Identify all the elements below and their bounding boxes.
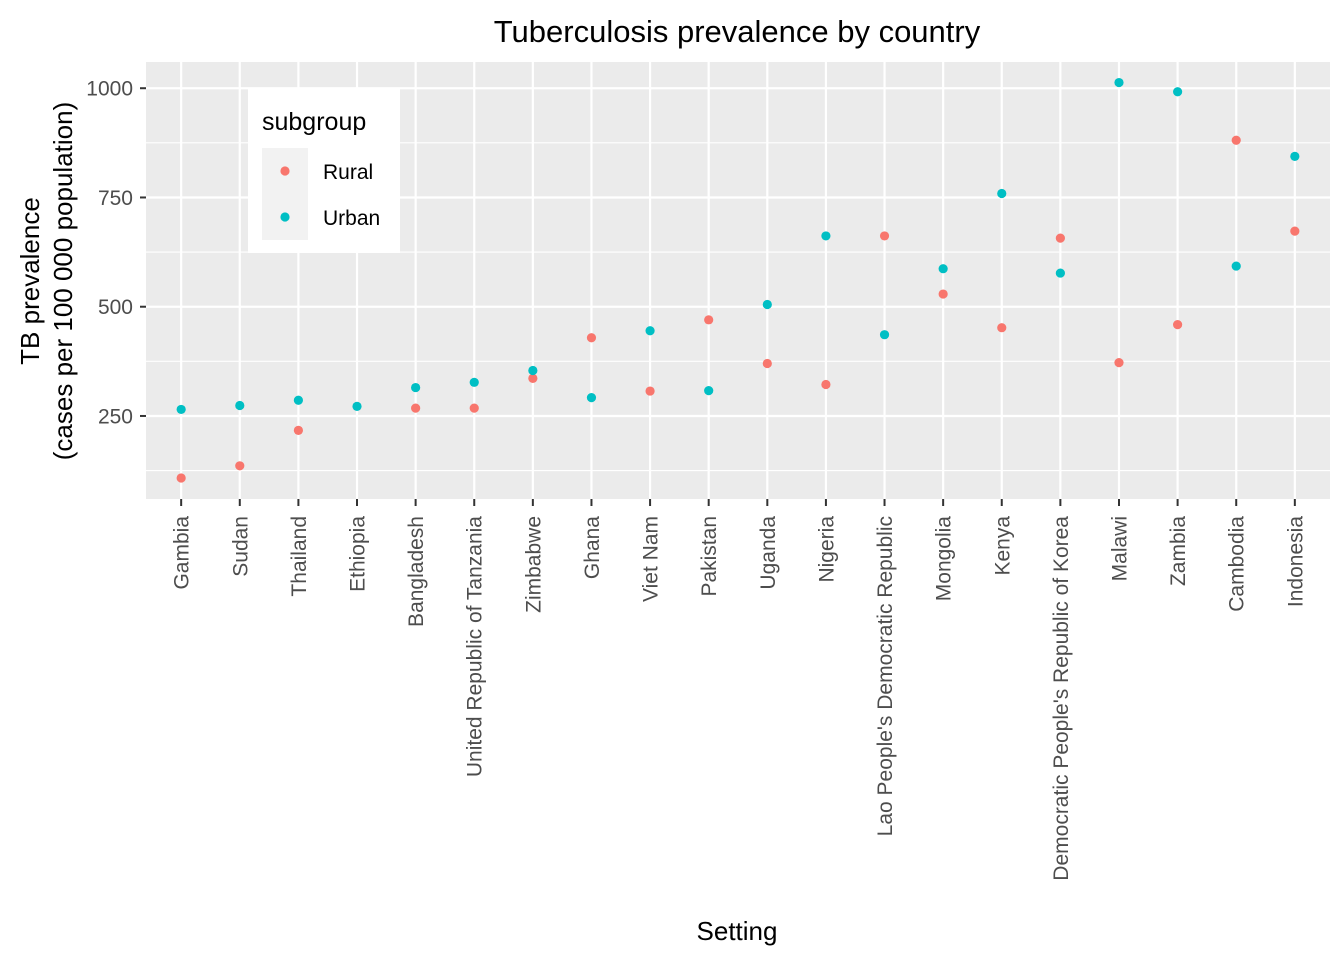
x-axis: Gambia Sudan Thailand Ethiopia Bangladesh Uni…	[171, 499, 1307, 881]
point-urban-6	[528, 365, 538, 376]
x-tick-label-16: Malawi	[1108, 516, 1131, 581]
x-tick-label-11: Nigeria	[815, 516, 838, 583]
chart-title: Tuberculosis prevalence by country	[494, 14, 981, 49]
point-urban-8	[645, 326, 655, 336]
point-rural-10	[762, 358, 772, 369]
point-rural-12	[879, 231, 890, 241]
x-tick-label-4: Bangladesh	[405, 516, 428, 627]
point-urban-5	[469, 377, 479, 387]
x-tick-label-6: Zimbabwe	[522, 516, 545, 613]
point-urban-16	[1114, 77, 1124, 88]
x-tick-label-5: United Republic of Tanzania	[464, 516, 487, 777]
point-urban-10	[762, 299, 772, 310]
point-urban-3	[352, 401, 362, 411]
point-rural-13	[938, 289, 948, 299]
legend-key-rural	[280, 166, 290, 176]
x-tick-label-2: Thailand	[288, 516, 311, 597]
point-rural-14	[997, 323, 1007, 333]
point-rural-9	[704, 315, 714, 325]
y-axis: 250 500 750 1000	[86, 78, 146, 428]
y-tick-label-2: 750	[98, 187, 133, 210]
point-urban-1	[235, 400, 245, 411]
y-tick-label-0: 250	[98, 405, 133, 428]
point-rural-1	[235, 461, 245, 471]
point-urban-18	[1231, 261, 1241, 271]
point-rural-8	[645, 386, 655, 396]
point-rural-16	[1114, 358, 1124, 368]
x-tick-label-19: Indonesia	[1284, 516, 1307, 607]
x-tick-label-10: Uganda	[757, 516, 780, 590]
point-rural-5	[469, 403, 479, 413]
x-tick-label-17: Zambia	[1167, 516, 1190, 586]
x-tick-label-13: Mongolia	[933, 516, 956, 602]
point-urban-12	[879, 330, 890, 340]
point-urban-4	[411, 382, 421, 393]
x-tick-label-0: Gambia	[171, 516, 194, 590]
point-urban-2	[293, 395, 303, 405]
data-points	[176, 77, 1300, 483]
point-urban-17	[1173, 87, 1183, 97]
legend-label-rural: Rural	[323, 161, 373, 184]
x-tick-label-3: Ethiopia	[347, 516, 370, 592]
x-tick-label-7: Ghana	[581, 516, 604, 579]
legend: subgroup Rural Urban	[248, 88, 400, 253]
x-tick-label-14: Kenya	[991, 516, 1014, 576]
x-tick-label-1: Sudan	[229, 516, 252, 577]
y-tick-label-3: 1000	[86, 78, 133, 101]
point-urban-19	[1290, 151, 1300, 161]
point-rural-2	[293, 425, 303, 435]
legend-title: subgroup	[262, 108, 366, 136]
legend-key-urban	[280, 212, 290, 222]
x-tick-label-15: Democratic People's Republic of Korea	[1050, 516, 1073, 881]
point-urban-9	[704, 386, 714, 396]
point-urban-0	[176, 404, 186, 415]
y-tick-label-1: 500	[98, 296, 133, 319]
legend-label-urban: Urban	[323, 207, 380, 230]
point-urban-7	[586, 393, 597, 403]
x-tick-label-12: Lao People's Democratic Republic	[874, 516, 897, 836]
point-rural-18	[1231, 135, 1241, 145]
point-rural-0	[176, 473, 186, 483]
x-tick-label-18: Cambodia	[1226, 516, 1249, 612]
point-rural-7	[586, 333, 597, 343]
y-axis-title-line1: TB prevalence	[15, 197, 45, 365]
x-tick-label-9: Pakistan	[698, 516, 721, 597]
y-axis-title-line2: (cases per 100 000 population)	[48, 102, 78, 460]
point-rural-11	[821, 379, 831, 390]
point-rural-6	[528, 373, 538, 383]
point-urban-11	[821, 231, 831, 241]
x-axis-title: Setting	[697, 916, 778, 946]
point-urban-14	[997, 188, 1007, 199]
point-urban-15	[1055, 268, 1065, 278]
point-rural-17	[1173, 320, 1183, 330]
x-tick-label-8: Viet Nam	[640, 516, 663, 602]
point-rural-15	[1055, 233, 1065, 243]
point-rural-4	[411, 403, 421, 413]
point-urban-13	[938, 264, 948, 274]
point-rural-19	[1290, 226, 1300, 236]
